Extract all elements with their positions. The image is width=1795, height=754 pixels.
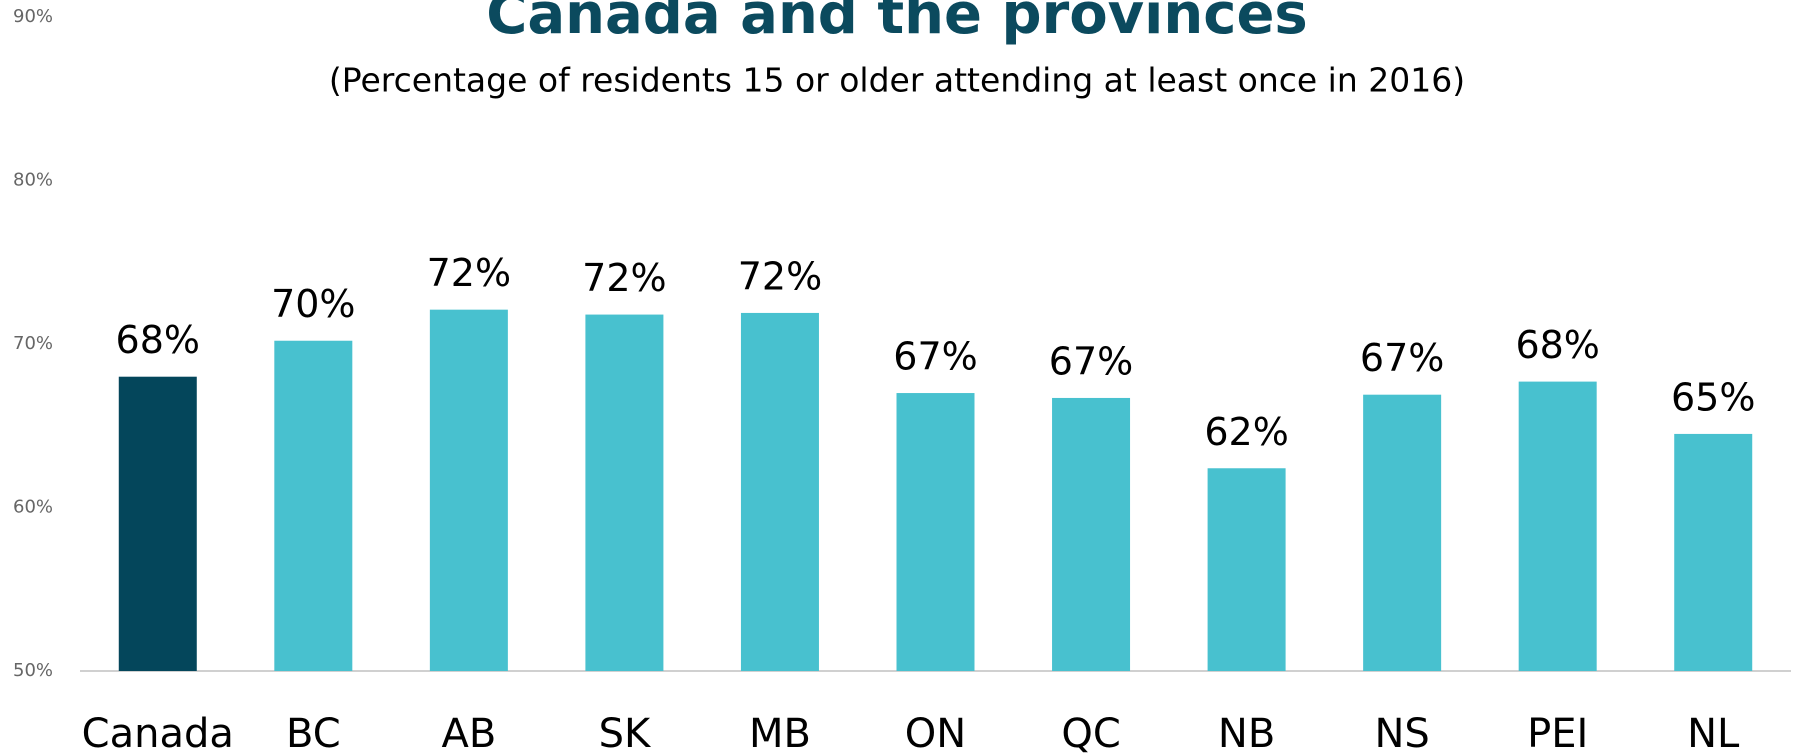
value-label: 67% <box>1049 339 1133 383</box>
chart-title: Canada and the provinces <box>486 0 1308 47</box>
x-tick-label: NS <box>1374 711 1429 754</box>
value-label: 65% <box>1671 375 1755 419</box>
y-tick-label: 90% <box>13 6 53 27</box>
value-label: 67% <box>1360 336 1444 380</box>
chart-subtitle: (Percentage of residents 15 or older att… <box>329 61 1465 100</box>
bar <box>1363 394 1442 671</box>
value-label: 62% <box>1204 410 1288 454</box>
bar <box>1518 381 1597 671</box>
value-label: 67% <box>893 335 977 379</box>
bar <box>1052 397 1131 671</box>
y-tick-label: 60% <box>13 497 53 518</box>
bar <box>118 376 197 671</box>
bar <box>896 393 975 671</box>
value-label: 70% <box>271 282 355 326</box>
value-label: 68% <box>1515 323 1599 367</box>
x-tick-label: SK <box>599 711 652 754</box>
x-tick-label: MB <box>749 711 811 754</box>
bar <box>1674 433 1753 671</box>
bar <box>274 340 353 671</box>
y-tick-label: 70% <box>13 333 53 354</box>
x-tick-label: ON <box>905 711 966 754</box>
x-tick-label: QC <box>1061 711 1120 754</box>
bar <box>585 314 664 671</box>
bar <box>429 309 508 671</box>
value-label: 72% <box>738 254 822 298</box>
x-tick-label: NB <box>1218 711 1275 754</box>
bar <box>740 312 819 671</box>
value-label: 68% <box>116 318 200 362</box>
x-tick-label: BC <box>286 711 341 754</box>
bar <box>1207 468 1286 671</box>
y-tick-label: 80% <box>13 170 53 191</box>
x-tick-label: PEI <box>1527 711 1588 754</box>
x-tick-label: Canada <box>82 711 234 754</box>
value-label: 72% <box>427 251 511 295</box>
x-tick-label: NL <box>1687 711 1740 754</box>
value-label: 72% <box>582 256 666 300</box>
y-tick-label: 50% <box>13 660 53 681</box>
x-tick-label: AB <box>441 711 496 754</box>
